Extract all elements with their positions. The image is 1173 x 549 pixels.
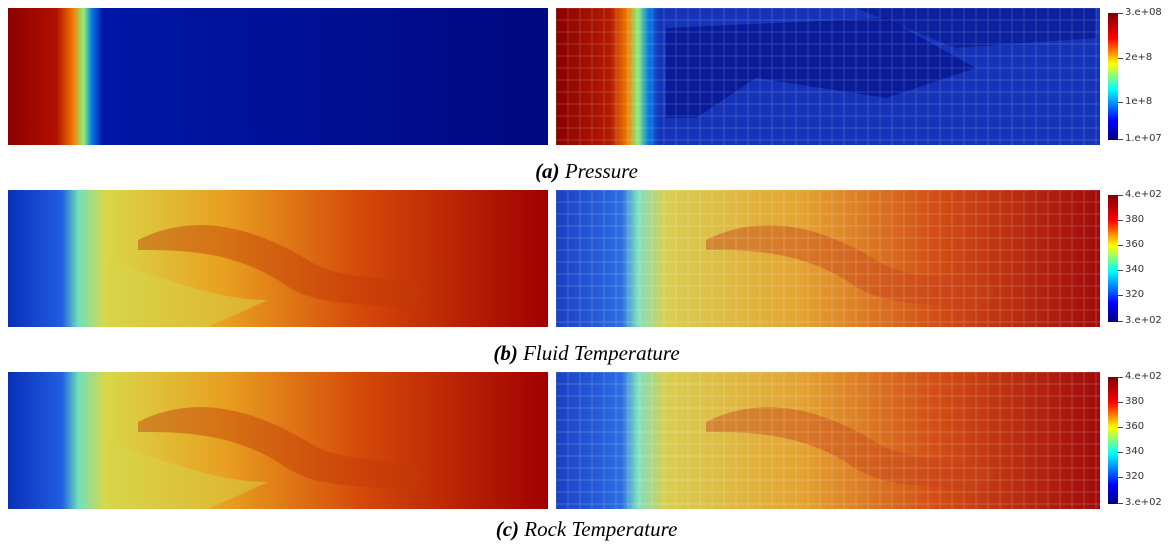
caption-pressure: (a) Pressure	[0, 159, 1173, 184]
pressure-colorbar-label: 2e+8	[1125, 52, 1153, 63]
fluid-temperature-colorbar-label: 340	[1125, 264, 1145, 275]
rock-temperature-colorbar: 4.e+02 380 360 340 320 3.e+02	[1104, 371, 1173, 508]
caption-title: Fluid Temperature	[523, 341, 680, 365]
fluid-temperature-fine-field	[8, 190, 548, 327]
fluid-temperature-colorbar-gradient	[1108, 195, 1118, 322]
fluid-temperature-colorbar-label: 360	[1125, 239, 1145, 250]
fluid-temperature-row: 4.e+02 380 360 340 320 3.e+02	[0, 190, 1173, 327]
rock-temperature-colorbar-label: 380	[1125, 396, 1145, 407]
pressure-colorbar-label-max: 3.e+08	[1125, 7, 1162, 18]
rock-temperature-colorbar-label: 340	[1125, 446, 1145, 457]
rock-temperature-colorbar-label-max: 4.e+02	[1125, 371, 1162, 382]
rock-temperature-row: 4.e+02 380 360 340 320 3.e+02	[0, 372, 1173, 509]
pressure-colorbar-gradient	[1108, 13, 1118, 140]
fluid-temperature-colorbar-label: 380	[1125, 214, 1145, 225]
caption-title: Pressure	[564, 159, 638, 183]
pressure-fine-field	[8, 8, 548, 145]
fluid-temperature-colorbar-label: 320	[1125, 289, 1145, 300]
fluid-temperature-colorbar-label-min: 3.e+02	[1125, 315, 1162, 326]
pressure-colorbar-label-min: 1.e+07	[1125, 133, 1162, 144]
rock-temperature-coarse-field	[556, 372, 1100, 509]
rock-temperature-colorbar-label: 320	[1125, 471, 1145, 482]
rock-temperature-colorbar-gradient	[1108, 377, 1118, 504]
pressure-row: 3.e+08 2e+8 1e+8 1.e+07	[0, 8, 1173, 145]
fluid-temperature-coarse-field	[556, 190, 1100, 327]
pressure-colorbar-label: 1e+8	[1125, 96, 1153, 107]
caption-title: Rock Temperature	[524, 517, 678, 541]
rock-temperature-colorbar-label-min: 3.e+02	[1125, 497, 1162, 508]
caption-letter: (c)	[495, 517, 520, 541]
caption-rock-temperature: (c) Rock Temperature	[0, 517, 1173, 542]
caption-fluid-temperature: (b) Fluid Temperature	[0, 341, 1173, 366]
rock-temperature-colorbar-label: 360	[1125, 421, 1145, 432]
caption-letter: (a)	[535, 159, 560, 183]
caption-letter: (b)	[493, 341, 518, 365]
pressure-coarse-field	[556, 8, 1100, 145]
rock-temperature-fine-field	[8, 372, 548, 509]
pressure-colorbar: 3.e+08 2e+8 1e+8 1.e+07	[1104, 7, 1173, 144]
fluid-temperature-colorbar-label-max: 4.e+02	[1125, 189, 1162, 200]
fluid-temperature-colorbar: 4.e+02 380 360 340 320 3.e+02	[1104, 189, 1173, 326]
